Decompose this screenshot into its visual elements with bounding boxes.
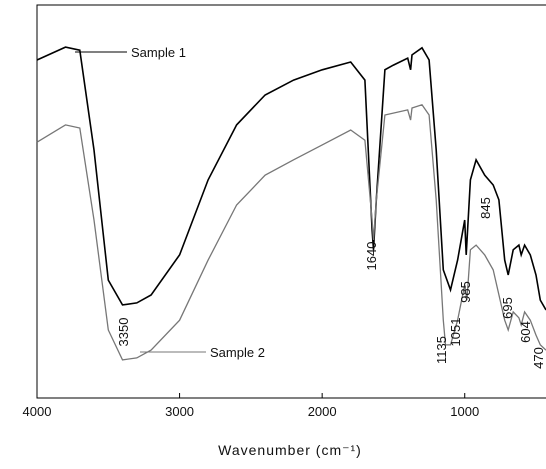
x-tick-label: 2000	[308, 404, 337, 419]
peak-label: 3350	[116, 318, 131, 347]
x-tick-label: 3000	[165, 404, 194, 419]
peak-label: 845	[478, 197, 493, 219]
x-tick-label: 1000	[450, 404, 479, 419]
x-tick-label: 4000	[23, 404, 52, 419]
peak-label: 1640	[364, 242, 379, 271]
spectrum-line	[36, 104, 546, 361]
peak-label: 985	[458, 281, 473, 303]
legend-label: Sample 2	[210, 345, 265, 360]
peak-label: 695	[500, 297, 515, 319]
legend-label: Sample 1	[131, 45, 186, 60]
spectrum-line	[36, 46, 546, 311]
x-axis-label: Wavenumber (cm⁻¹)	[218, 442, 362, 458]
peak-label: 1135	[434, 336, 449, 364]
peak-label: 604	[518, 321, 533, 343]
peak-label: 1051	[448, 318, 463, 347]
plot-frame	[36, 4, 546, 399]
peak-label: 470	[531, 347, 546, 369]
